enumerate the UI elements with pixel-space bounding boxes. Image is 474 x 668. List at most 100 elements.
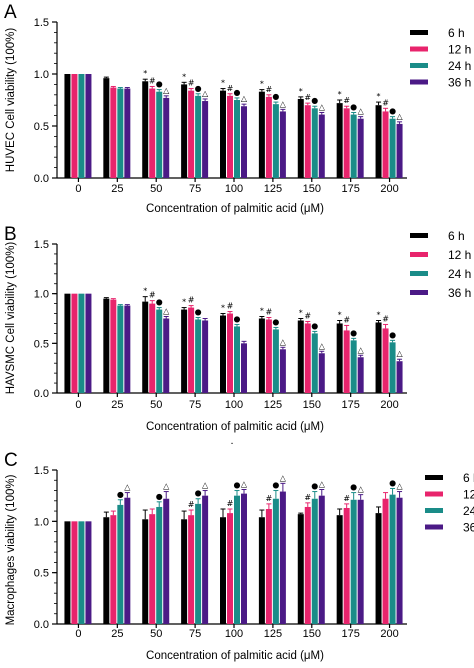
significance-mark: * [221,304,225,313]
significance-mark: △ [280,99,287,108]
panel-letter: B [4,224,17,245]
significance-mark: # [266,494,273,503]
significance-mark: ● [156,80,163,89]
bar-12h-150 [304,506,311,624]
bar-24h-150 [311,333,318,393]
y-tick-label: 1.5 [34,17,49,29]
y-tick-label: 1.0 [34,516,49,528]
bar-36h-150 [318,495,325,624]
significance-mark: ● [350,483,357,492]
bar-36h-200 [396,497,403,624]
bar-24h-100 [234,326,240,393]
bar-12h-75 [188,307,195,393]
bar-6h-0 [64,521,71,624]
bar-24h-0 [78,521,85,624]
bar-36h-75 [202,320,209,393]
bar-24h-25 [117,88,124,178]
significance-mark: △ [280,337,287,346]
bar-24h-0 [78,74,85,178]
significance-mark: # [188,79,195,88]
bar-36h-100 [241,106,247,178]
bar-24h-200 [389,342,396,393]
significance-mark: ● [156,298,163,307]
legend-label: 6 h [448,229,465,243]
y-axis-title: HUVEC Cell viability (100%) [5,28,17,173]
bar-24h-125 [272,329,279,393]
bar-12h-50 [149,303,156,393]
bar-12h-25 [110,87,117,178]
legend-swatch [425,508,443,513]
significance-mark: # [227,499,234,508]
significance-mark: ● [350,328,357,337]
legend-label: 24 h [448,59,471,73]
bar-36h-0 [85,521,92,624]
significance-mark: # [343,315,350,324]
significance-mark: ● [195,489,202,498]
y-tick-label: 0.5 [34,121,49,133]
bar-6h-150 [297,320,304,393]
legend-label: 6 h [448,26,465,40]
x-tick-label: 25 [111,399,123,411]
x-tick-label: 125 [264,628,282,640]
bar-6h-50 [142,301,149,393]
significance-mark: ● [311,482,318,491]
x-tick-label: 200 [380,399,398,411]
significance-mark: ● [156,492,163,501]
bar-36h-200 [396,123,403,178]
bar-6h-25 [103,298,110,393]
bar-6h-150 [297,514,304,624]
bar-12h-75 [188,515,195,624]
bar-6h-50 [142,519,149,624]
bar-12h-50 [149,514,156,624]
significance-mark: # [188,500,195,509]
bar-24h-175 [350,340,357,393]
significance-mark: ● [117,490,124,499]
significance-mark: * [299,309,303,318]
bar-24h-25 [117,305,124,393]
legend-label: 12 h [448,248,471,262]
x-axis-title: Concentration of palmitic acid (μM) [146,650,324,662]
significance-mark: * [299,87,303,96]
bar-24h-50 [156,506,163,624]
panel-letter: A [4,2,17,23]
bar-12h-200 [382,111,389,178]
bar-36h-125 [279,491,286,624]
x-tick-label: 100 [225,183,243,195]
significance-mark: ● [234,481,241,490]
significance-mark: # [227,302,234,311]
significance-mark: * [338,310,342,319]
legend-swatch [410,79,428,85]
significance-mark: * [338,90,342,99]
x-tick-label: 75 [189,399,201,411]
bar-36h-25 [124,497,131,624]
bar-36h-50 [163,498,170,624]
bar-6h-200 [375,105,382,178]
significance-mark: # [188,296,195,305]
bar-12h-0 [71,521,78,624]
significance-mark: # [343,96,350,105]
y-axis-title: HAVSMC Cell viability (100%) [5,242,17,395]
bar-24h-75 [195,503,202,624]
bar-36h-125 [279,111,286,178]
significance-mark: ● [272,481,279,490]
significance-mark: ● [389,107,396,116]
y-tick-label: 0.5 [34,568,49,580]
significance-mark: # [266,308,273,317]
significance-mark: △ [202,89,209,98]
bar-6h-75 [181,309,188,393]
y-tick-label: 1.0 [34,69,49,81]
bar-12h-25 [110,515,117,624]
bar-6h-75 [181,84,188,178]
bar-12h-75 [188,90,195,178]
significance-mark: △ [358,345,365,354]
x-tick-label: 75 [189,183,201,195]
significance-mark: # [149,291,156,300]
bar-24h-125 [272,498,279,624]
bar-36h-50 [163,318,170,393]
legend-swatch [425,475,443,480]
legend-label: 12 h [463,488,474,502]
bar-24h-150 [311,498,318,624]
significance-mark: # [149,76,156,85]
significance-mark: # [343,494,350,503]
